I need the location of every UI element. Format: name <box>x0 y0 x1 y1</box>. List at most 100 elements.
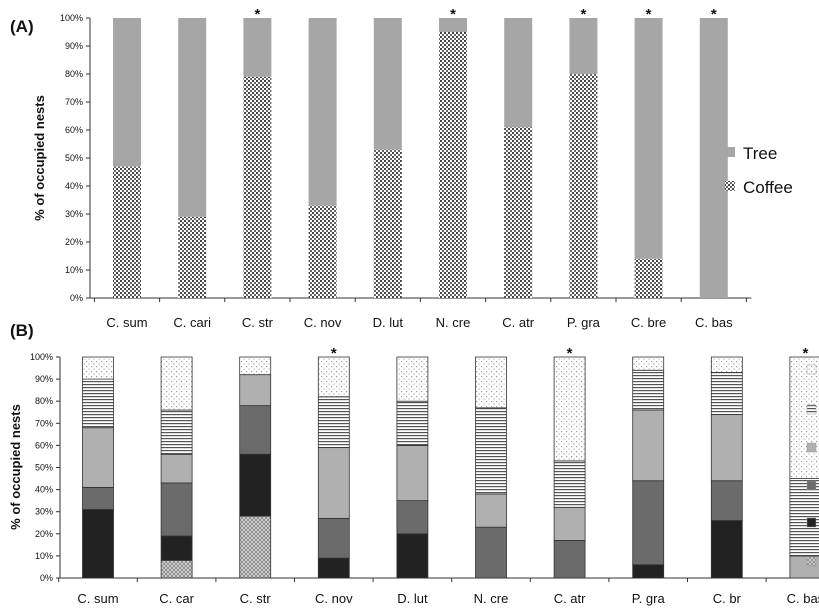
y-tick-label: 90% <box>35 374 53 384</box>
bar-segment <box>373 18 402 150</box>
bar-segment <box>396 500 429 535</box>
panel-label-b: (B) <box>10 321 34 340</box>
bar-segment <box>82 378 114 429</box>
bar-segment <box>396 356 429 402</box>
y-tick-label: 70% <box>65 97 83 107</box>
x-tick-labels-a: C. sum C. cari C. str C. nov D. lut N. cre C. … <box>106 315 733 330</box>
significance-star: * <box>254 6 260 23</box>
significance-star: * <box>711 6 717 23</box>
legend-swatch-sparse-dots <box>806 364 817 375</box>
y-tick-label: 0% <box>70 293 83 303</box>
bar-segment <box>504 127 533 298</box>
bar-segment <box>632 480 665 566</box>
bar-segment <box>82 356 114 380</box>
x-tick-label: P. gra <box>632 591 666 606</box>
bar-segment <box>553 540 586 579</box>
panel-b: (B) % of occupied nests 0% 10% 20% 30% 40% 50… <box>8 321 819 606</box>
x-tick-label: C. cari <box>173 315 211 330</box>
y-axis-label-b: % of occupied nests <box>8 404 23 530</box>
significance-markers-a: * * * * * <box>254 6 716 23</box>
y-tick-label: 60% <box>65 125 83 135</box>
y-tick-label: 20% <box>65 237 83 247</box>
bar-segment <box>475 407 507 495</box>
y-tick-label: 50% <box>35 463 53 473</box>
y-tick-label: 100% <box>60 13 83 23</box>
x-tick-label: C. nov <box>304 315 342 330</box>
legend-swatch-black <box>806 517 817 528</box>
bar-segment <box>553 460 586 508</box>
y-tick-label: 10% <box>65 265 83 275</box>
legend-swatch-tree <box>725 147 735 157</box>
x-tick-label: C. sum <box>106 315 147 330</box>
legend-a: Tree Coffee <box>725 144 793 197</box>
x-tick-label: C. sum <box>77 591 118 606</box>
bar-segment <box>178 216 207 298</box>
bar-segment <box>82 486 114 510</box>
legend-swatch-dark-gray <box>806 480 817 491</box>
legend-swatch-coffee <box>725 181 735 191</box>
bar-segment <box>308 205 337 298</box>
y-tick-label: 80% <box>65 69 83 79</box>
x-tick-label: C. nov <box>315 591 353 606</box>
bar-segment <box>160 535 193 561</box>
bar-segment <box>239 356 272 376</box>
y-tick-label: 70% <box>35 418 53 428</box>
bar-segment <box>239 374 272 407</box>
bar-segment <box>710 520 743 579</box>
bar-segment <box>239 515 272 579</box>
bar-segment <box>475 526 507 579</box>
legend-label-tree: Tree <box>743 144 777 163</box>
x-tick-label: C. br <box>713 591 742 606</box>
significance-star: * <box>580 6 586 23</box>
y-axis-label-a: % of occupied nests <box>32 95 47 221</box>
legend-swatch-horizontal-lines <box>806 404 817 415</box>
bar-segment <box>632 356 665 371</box>
bar-segment <box>634 18 663 259</box>
significance-star: * <box>450 6 456 23</box>
y-tick-label: 50% <box>65 153 83 163</box>
bar-segment <box>243 76 272 298</box>
bar-segment <box>317 557 350 579</box>
bars-a <box>113 18 728 298</box>
bar-segment <box>160 453 193 484</box>
bar-segment <box>396 444 429 502</box>
bars-b <box>82 356 819 579</box>
bar-segment <box>373 149 402 298</box>
x-tick-label: N. cre <box>474 591 509 606</box>
bar-segment <box>239 405 272 455</box>
bar-segment <box>160 559 193 579</box>
bar-segment <box>475 493 507 528</box>
bar-segment <box>710 414 743 482</box>
bar-segment <box>317 356 350 398</box>
significance-markers-b: * * * <box>331 345 809 362</box>
x-tick-label: C. bas <box>787 591 819 606</box>
bar-segment <box>160 482 193 537</box>
bar-segment <box>475 356 507 409</box>
bar-segment <box>439 32 467 298</box>
y-tick-label: 100% <box>30 352 53 362</box>
y-tick-label: 30% <box>65 209 83 219</box>
panel-label-a: (A) <box>10 17 34 36</box>
legend-b <box>806 364 817 567</box>
y-tick-label: 90% <box>65 41 83 51</box>
y-tick-label: 60% <box>35 440 53 450</box>
significance-star: * <box>567 345 573 362</box>
panel-a: (A) % of occupied nests 0% 10% 20% 30% 40% 50… <box>10 6 793 330</box>
bar-segment <box>160 356 193 411</box>
y-tick-label: 20% <box>35 529 53 539</box>
bar-segment <box>569 18 598 74</box>
significance-star: * <box>331 345 337 362</box>
bar-segment <box>308 18 337 206</box>
bar-segment <box>317 396 350 449</box>
bar-segment <box>243 18 272 77</box>
x-tick-label: C. atr <box>554 591 586 606</box>
bar-segment <box>569 74 598 298</box>
bar-segment <box>178 18 207 217</box>
y-tick-label: 40% <box>35 485 53 495</box>
x-tick-label: P. gra <box>567 315 601 330</box>
legend-swatch-crosshatch <box>806 556 817 567</box>
bar-segment <box>699 18 728 298</box>
x-tick-label: C. str <box>242 315 274 330</box>
y-tick-label: 40% <box>65 181 83 191</box>
y-tick-label: 30% <box>35 507 53 517</box>
